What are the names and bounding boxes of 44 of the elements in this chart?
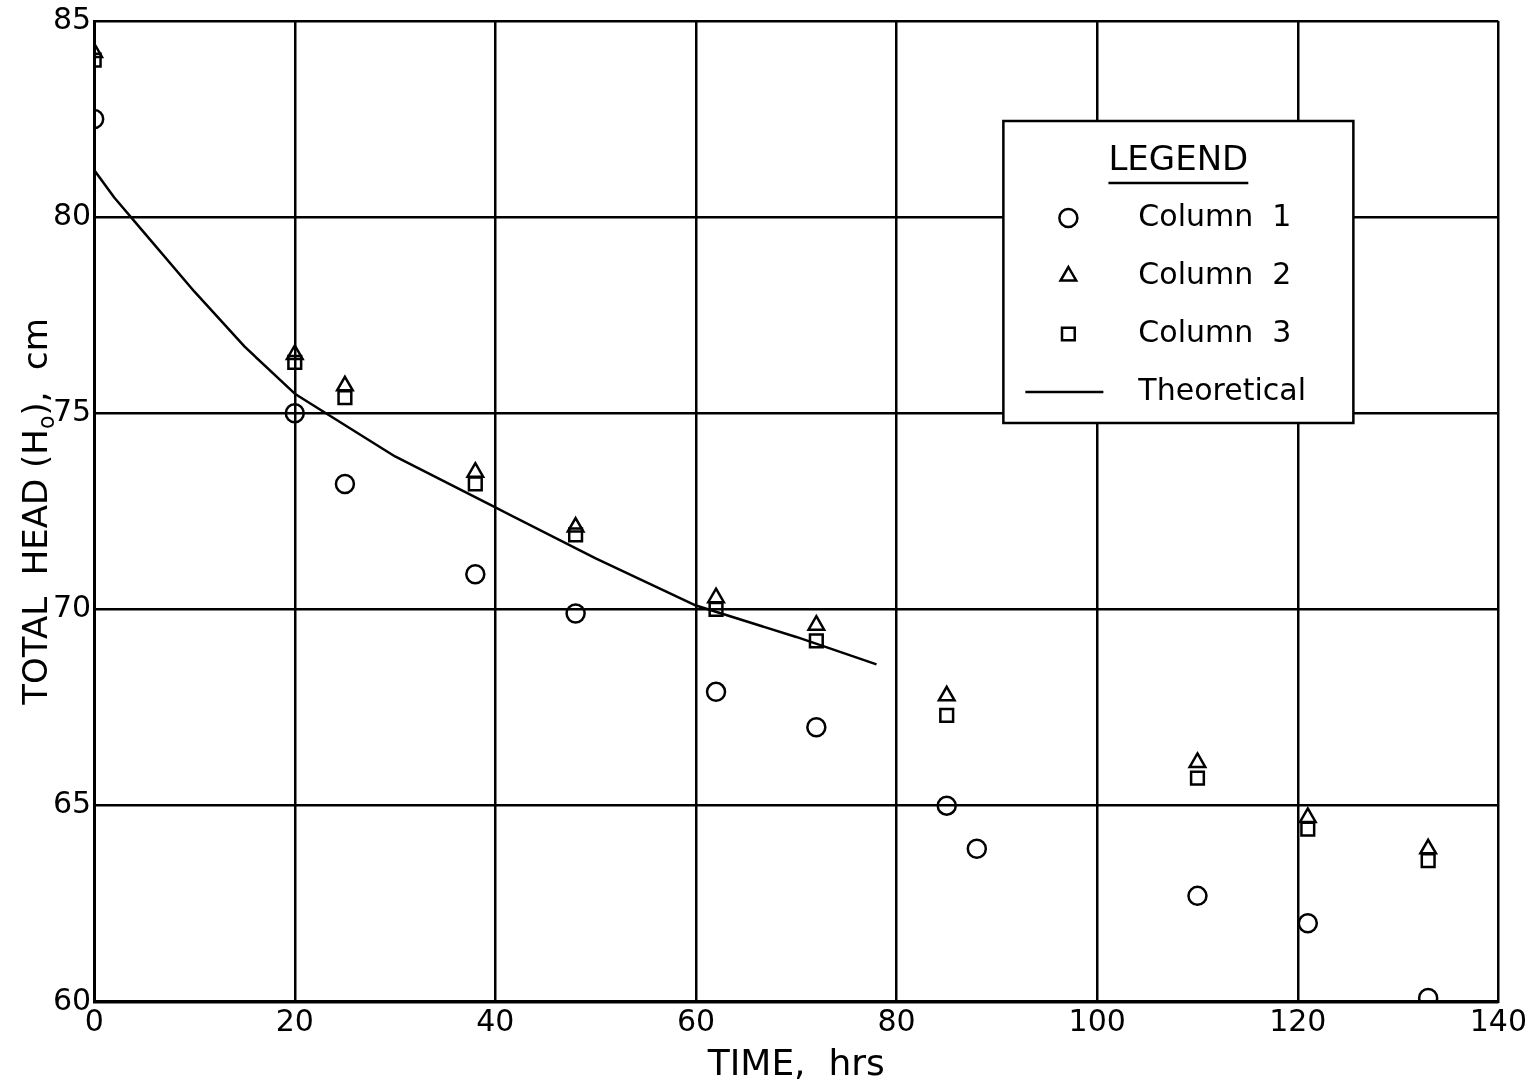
point: [1298, 807, 1317, 824]
legend-label: Theoretical: [1137, 371, 1306, 407]
point: [465, 563, 486, 585]
legend-title: LEGEND: [1108, 137, 1249, 178]
point: [705, 681, 727, 703]
point: [806, 716, 827, 738]
x-tick-label: 140: [1469, 1002, 1527, 1038]
y-tick-label: 85: [52, 0, 92, 36]
point: [706, 587, 726, 604]
x-tick-label: 80: [877, 1002, 916, 1038]
point: [708, 601, 724, 618]
point: [1419, 838, 1438, 855]
point: [565, 603, 586, 624]
point: [568, 527, 584, 543]
y-tick-label: 80: [52, 196, 92, 232]
x-axis-title: TIME, hrs: [706, 1041, 885, 1083]
point: [1189, 770, 1206, 786]
point: [939, 707, 955, 724]
legend-label: Column 2: [1138, 255, 1292, 291]
point: [1297, 913, 1319, 934]
point: [937, 685, 956, 702]
point: [1187, 885, 1208, 907]
x-tick-label: 120: [1269, 1002, 1327, 1038]
point: [337, 390, 353, 406]
point: [467, 476, 483, 492]
point: [966, 838, 988, 860]
point: [936, 795, 957, 816]
point: [335, 375, 354, 392]
point: [808, 633, 824, 649]
point: [287, 354, 303, 370]
x-tick-label: 20: [275, 1002, 314, 1038]
y-tick-label: 70: [52, 589, 92, 625]
y-tick-label: 65: [52, 785, 92, 821]
x-tick-label: 60: [676, 1002, 716, 1038]
point: [285, 344, 304, 361]
point: [1420, 852, 1436, 869]
legend-label: Column 1: [1138, 197, 1292, 233]
point: [1300, 821, 1316, 837]
point: [334, 473, 356, 495]
x-tick-label: 100: [1068, 1002, 1126, 1038]
legend-label: Column 3: [1138, 313, 1292, 349]
x-tick-label: 40: [476, 1002, 515, 1038]
point: [1188, 752, 1207, 769]
point: [284, 403, 306, 424]
